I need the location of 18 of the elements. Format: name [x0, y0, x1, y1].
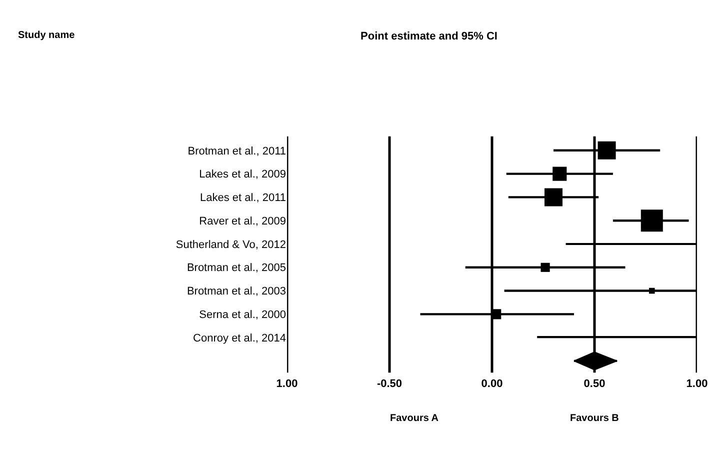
text: Favours B [570, 413, 619, 424]
y-tick-label: Sutherland & Vo, 2012 [176, 238, 286, 251]
x-tick-label: 0.00 [481, 378, 503, 390]
chart-title: Point estimate and 95% CI [360, 30, 498, 43]
y-tick-label: Serna et al., 2000 [199, 309, 286, 322]
text: Study name [18, 30, 76, 41]
x-tick-label: 0.50 [584, 378, 606, 390]
x-tick-label: 1.00 [686, 378, 708, 390]
y-tick-label: Conroy et al., 2014 [193, 332, 286, 344]
y-tick-label: Lakes et al., 2011 [200, 192, 286, 204]
text: Favours A [390, 413, 439, 424]
x-tick-label: 1.00 [276, 378, 298, 390]
y-tick-label: Brotman et al., 2005 [186, 262, 286, 274]
x-tick-label: -0.50 [376, 378, 402, 390]
y-tick-label: Brotman et al., 2003 [186, 286, 286, 298]
y-tick-label: Lakes et al., 2009 [199, 168, 286, 181]
y-tick-label: Brotman et al., 2011 [188, 145, 286, 158]
y-tick-label: Raver et al., 2009 [199, 215, 286, 228]
